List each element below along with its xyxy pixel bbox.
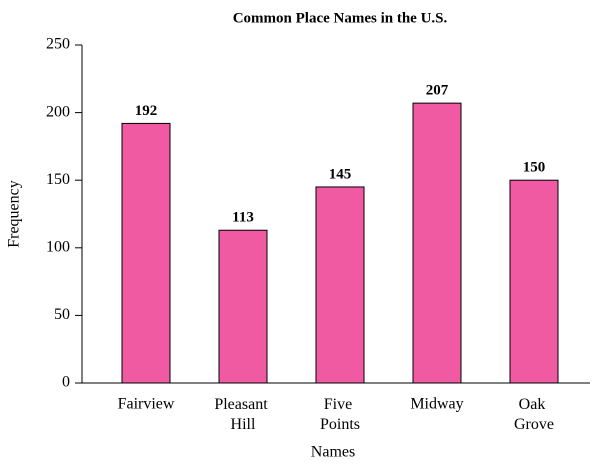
bar xyxy=(121,122,171,384)
bar xyxy=(218,229,268,384)
y-tick-label: 50 xyxy=(54,306,70,323)
data-label: 207 xyxy=(426,83,449,99)
chart-title: Common Place Names in the U.S. xyxy=(233,10,448,26)
data-label: 150 xyxy=(523,160,546,176)
x-tick-label: Midway xyxy=(410,396,463,413)
bar xyxy=(509,179,559,384)
x-axis-label: Names xyxy=(311,444,355,461)
data-label: 192 xyxy=(135,103,158,119)
y-tick-label: 150 xyxy=(46,171,70,188)
bar xyxy=(412,102,462,384)
y-axis-label: Frequency xyxy=(6,180,23,248)
y-tick-label: 200 xyxy=(46,103,70,120)
y-tick-label: 100 xyxy=(46,238,70,255)
y-tick-label: 250 xyxy=(46,36,70,53)
x-tick-label: Pleasant Hill xyxy=(214,396,271,433)
data-label: 113 xyxy=(232,210,254,226)
data-label: 145 xyxy=(329,166,352,182)
y-tick-label: 0 xyxy=(62,374,70,391)
x-tick-label: Fairview xyxy=(118,396,175,413)
x-tick-label: Five Points xyxy=(320,396,360,433)
x-tick-label: Oak Grove xyxy=(514,396,554,433)
bar xyxy=(315,186,365,384)
